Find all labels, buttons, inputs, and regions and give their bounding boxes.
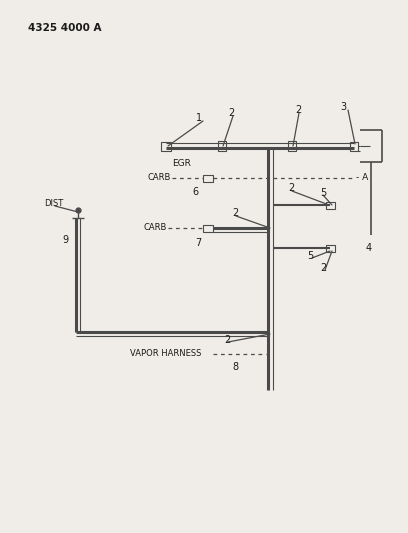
Text: CARB: CARB — [148, 174, 171, 182]
Text: VAPOR HARNESS: VAPOR HARNESS — [130, 350, 202, 359]
Bar — [161, 141, 171, 150]
Text: 1: 1 — [196, 113, 202, 123]
Text: 4: 4 — [366, 243, 372, 253]
Text: EGR: EGR — [172, 158, 191, 167]
Text: CARB: CARB — [143, 223, 166, 232]
Text: 2: 2 — [224, 335, 230, 345]
Text: 2: 2 — [232, 208, 238, 218]
Bar — [203, 174, 213, 182]
Text: 3: 3 — [340, 102, 346, 112]
Text: 2: 2 — [228, 108, 234, 118]
Text: 7: 7 — [195, 238, 201, 248]
Text: 9: 9 — [62, 235, 68, 245]
Text: DIST: DIST — [44, 199, 63, 208]
Text: 2: 2 — [295, 105, 301, 115]
Text: 6: 6 — [192, 187, 198, 197]
Bar — [326, 201, 335, 208]
Bar — [288, 141, 296, 151]
Text: 2: 2 — [288, 183, 294, 193]
Bar — [350, 141, 358, 150]
Bar — [203, 224, 213, 231]
Text: 2: 2 — [320, 263, 326, 273]
Text: 4325 4000 A: 4325 4000 A — [28, 23, 102, 33]
Bar — [326, 245, 335, 252]
Text: - A: - A — [356, 174, 368, 182]
Bar — [218, 141, 226, 151]
Text: 5: 5 — [320, 188, 326, 198]
Text: 8: 8 — [232, 362, 238, 372]
Text: 5: 5 — [307, 251, 313, 261]
